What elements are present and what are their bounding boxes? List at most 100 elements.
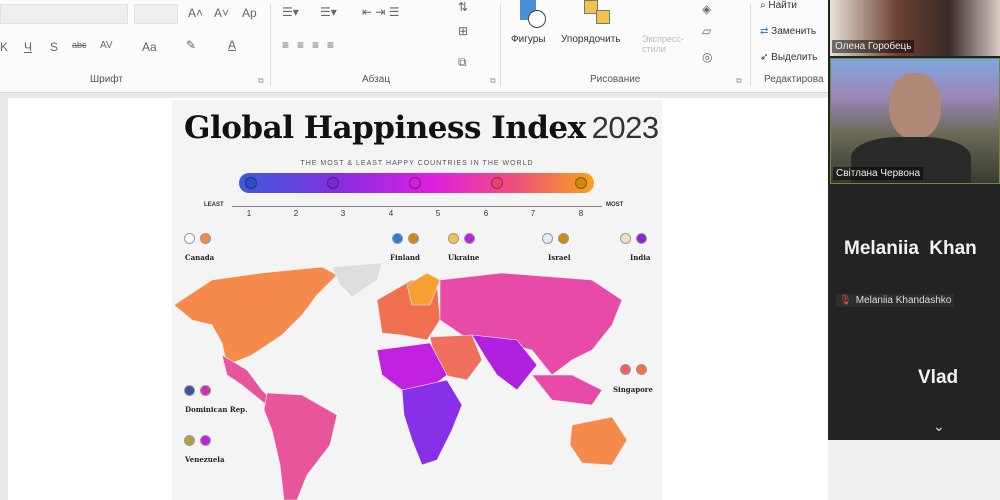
participant-name: Світлана Червона [833, 167, 924, 180]
scale-axis [232, 206, 602, 207]
replace-button[interactable]: ⇄ Заменить [760, 26, 817, 37]
align-icons[interactable]: ≡≡≡≡ [282, 38, 343, 52]
font-color-icon[interactable]: A [228, 38, 237, 52]
singapore-score-icon [636, 364, 647, 375]
participant-name: Олена Горобець [832, 40, 915, 53]
scale-tick: 6 [483, 209, 489, 218]
italic-button[interactable]: K [0, 40, 9, 54]
scale-tick: 4 [388, 209, 394, 218]
drawing-dialog-launcher[interactable]: ⧉ [736, 76, 742, 85]
label-ukraine: Ukraine [448, 253, 480, 262]
ukraine-flag-icon [448, 233, 459, 244]
scale-tick: 2 [293, 209, 299, 218]
smartart-icon[interactable]: ⧉ [458, 55, 467, 69]
israel-score-icon [558, 233, 569, 244]
font-size-box[interactable] [134, 4, 178, 24]
participant-name: 🎙 Melaniia Khandashko [836, 294, 955, 307]
venezuela-flag-icon [184, 435, 195, 446]
scale-tick: 5 [435, 209, 441, 218]
background [828, 440, 1000, 500]
shadow-button[interactable]: S [50, 40, 59, 54]
align-text-icon[interactable]: ⊞ [458, 24, 469, 38]
select-button[interactable]: ➶ Выделить [760, 52, 818, 63]
unhappy-face-icon [327, 177, 339, 189]
arrange-button[interactable]: Упорядочить [561, 34, 621, 45]
world-map [173, 262, 628, 500]
scale-tick: 8 [578, 209, 584, 218]
drawing-group-label: Рисование [590, 74, 641, 85]
label-canada: Canada [185, 253, 215, 262]
infographic-year: 2023 [591, 110, 659, 145]
spacing-button[interactable]: AV [100, 40, 113, 51]
label-india: India [630, 253, 651, 262]
label-israel: Israel [548, 253, 571, 262]
participant-tile[interactable]: Світлана Червона [830, 58, 1000, 184]
chevron-down-icon[interactable]: ⌄ [933, 418, 945, 434]
shape-outline-icon[interactable]: ▱ [702, 24, 712, 38]
numbering-icon[interactable]: ☰▾ [320, 5, 337, 19]
find-button[interactable]: ⌕ Найти [760, 0, 797, 11]
change-case-button[interactable]: Aa [142, 40, 157, 54]
shape-effects-icon[interactable]: ◎ [702, 50, 713, 64]
central-america [221, 354, 273, 404]
ribbon: A˄ A˅ Ap K Ч S abc AV Aa ✎ A ☰▾ ☰▾ ⇤ ⇥ ☰… [0, 0, 828, 93]
ukraine-score-icon [464, 233, 475, 244]
strikethrough-button[interactable]: abc [72, 40, 87, 50]
increase-font-button[interactable]: A˄ [188, 6, 204, 20]
india-flag-icon [620, 233, 631, 244]
smile-face-icon [491, 177, 503, 189]
happiness-scale-bar [239, 173, 594, 193]
bullets-icon[interactable]: ☰▾ [282, 5, 299, 19]
shapes-button[interactable]: Фигуры [511, 34, 546, 45]
neutral-face-icon [409, 177, 421, 189]
sad-face-icon [245, 177, 257, 189]
russia-asia [439, 272, 623, 376]
finland-flag-icon [392, 233, 403, 244]
paragraph-dialog-launcher[interactable]: ⧉ [490, 76, 496, 85]
singapore-flag-icon [620, 364, 631, 375]
south-america [263, 392, 338, 500]
finland-score-icon [408, 233, 419, 244]
font-dialog-launcher[interactable]: ⧉ [258, 76, 264, 85]
label-finland: Finland [390, 253, 420, 262]
arrange-icon [584, 0, 598, 14]
infographic-image: Global Happiness Index 2023 THE MOST & LE… [172, 100, 662, 500]
label-venezuela: Venezuela [185, 455, 225, 464]
participant-display-name: Vlad [918, 367, 959, 388]
australia [569, 416, 628, 466]
southeast-asia [531, 374, 603, 406]
underline-button[interactable]: Ч [24, 40, 32, 54]
decrease-font-button[interactable]: A˅ [214, 6, 230, 20]
north-america [173, 266, 338, 366]
label-singapore: Singapore [613, 385, 653, 394]
text-direction-icon[interactable]: ⇅ [458, 0, 469, 14]
infographic-subtitle: THE MOST & LEAST HAPPY COUNTRIES IN THE … [300, 160, 534, 167]
indent-icons[interactable]: ⇤ ⇥ ☰ [362, 5, 400, 19]
least-label: LEAST [204, 202, 224, 208]
happy-face-icon [575, 177, 587, 189]
canada-score-icon [200, 233, 211, 244]
dominican-score-icon [200, 385, 211, 396]
venezuela-score-icon [200, 435, 211, 446]
south-asia [471, 334, 538, 391]
infographic-title: Global Happiness Index 2023 [184, 110, 659, 146]
mic-muted-icon: 🎙 [839, 295, 852, 306]
dominican-flag-icon [184, 385, 195, 396]
label-dominican-rep: Dominican Rep. [185, 405, 248, 414]
canada-flag-icon [184, 233, 195, 244]
highlight-icon[interactable]: ✎ [186, 38, 197, 52]
editing-group-label: Редактирова [764, 74, 824, 85]
greenland [331, 262, 383, 298]
clear-format-button[interactable]: Ap [242, 6, 257, 20]
quick-styles-button[interactable]: Экспресс-стили [642, 34, 684, 54]
font-name-box[interactable] [0, 4, 128, 24]
participant-tile[interactable]: Олена Горобець [830, 0, 1000, 56]
israel-flag-icon [542, 233, 553, 244]
participant-video [889, 73, 941, 139]
participant-display-name: Melaniia Khan [844, 238, 977, 259]
scale-tick: 1 [246, 209, 252, 218]
india-score-icon [636, 233, 647, 244]
scale-tick: 3 [340, 209, 346, 218]
scale-tick: 7 [530, 209, 536, 218]
shape-fill-icon[interactable]: ◈ [702, 2, 712, 16]
